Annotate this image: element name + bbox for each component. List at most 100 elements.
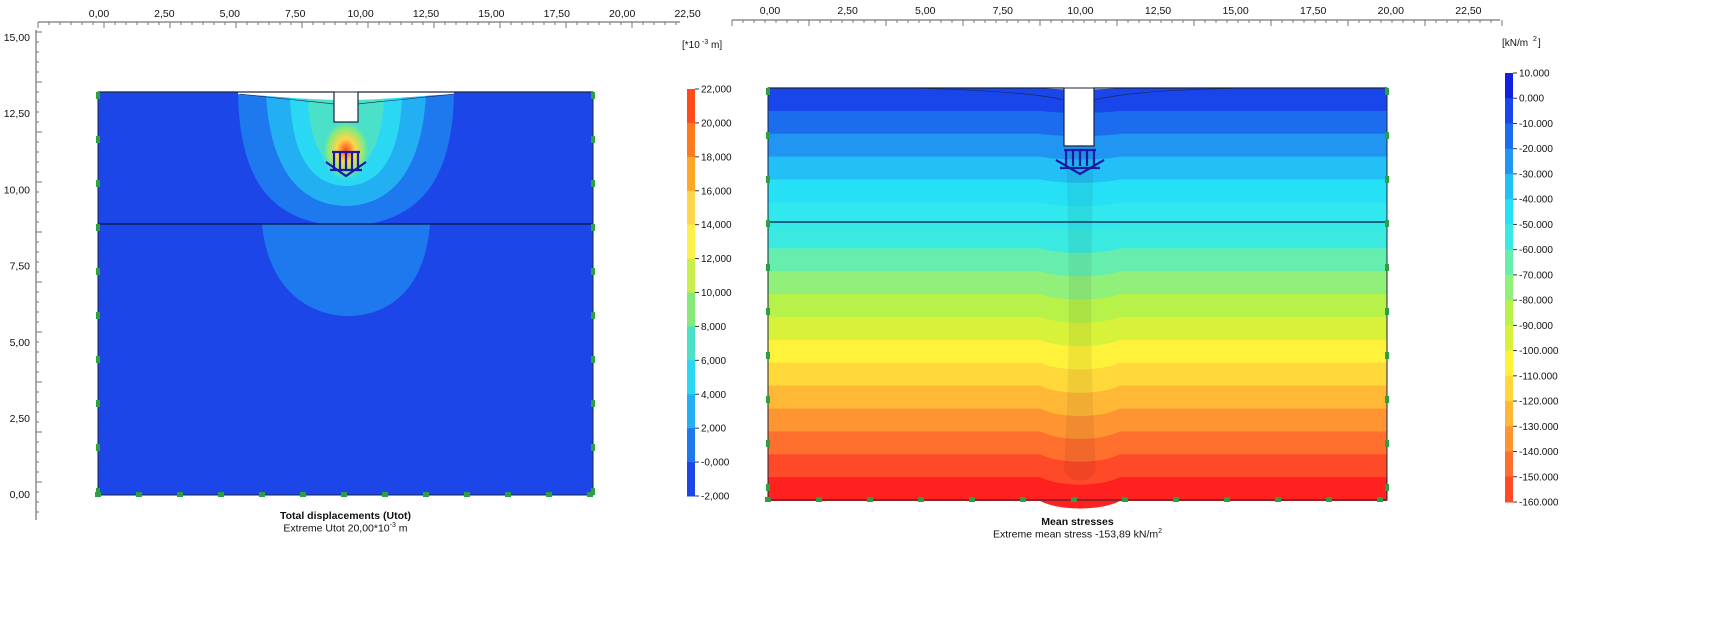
boundary-marker [816, 497, 822, 502]
legend-swatch [1505, 350, 1513, 377]
mean-stress-panel: 0,00 2,50 5,00 7,50 10,00 12,50 15,00 17,50 20,0… [731, 0, 1736, 634]
boundary-marker [591, 400, 595, 407]
y-tick-label: 12,50 [4, 108, 30, 120]
x-tick-label: 2,50 [154, 8, 175, 20]
boundary-marker [1173, 497, 1179, 502]
legend-swatch [1505, 300, 1513, 326]
stress-band [768, 179, 1387, 207]
boundary-marker [1020, 497, 1026, 502]
boundary-marker [300, 492, 306, 497]
svg-text:]: ] [1538, 38, 1541, 49]
legend-swatch [687, 326, 695, 361]
boundary-marker [218, 492, 224, 497]
displacements-panel: 0,00 2,50 5,00 7,50 10,00 12,50 15,00 17,50 20,0… [0, 0, 770, 634]
stress-band [768, 339, 1387, 371]
y-axis-left: 15,00 12,50 10,00 7,50 5,00 2,50 0,00 [4, 30, 42, 520]
boundary-marker [259, 492, 265, 497]
boundary-marker [95, 492, 101, 497]
y-tick-label: 0,00 [10, 489, 31, 501]
displacement-legend: 22,000 20,000 18,000 16,000 14,000 12,000 10,0… [687, 85, 732, 503]
stress-band [768, 294, 1387, 324]
legend-swatch [687, 462, 695, 497]
boundary-marker [591, 136, 595, 143]
displacement-unit-label: [*10 [682, 40, 700, 51]
legend-label: 18,000 [701, 152, 732, 163]
legend-label: 0.000 [1519, 94, 1544, 105]
boundary-marker [136, 492, 142, 497]
legend-swatch [1505, 426, 1513, 453]
boundary-marker [96, 312, 100, 319]
x-tick-label: 2,50 [837, 5, 858, 17]
stress-band [768, 248, 1387, 277]
legend-swatch [687, 89, 695, 124]
displacement-subtitle: Extreme Utot 20,00*10-3 m [283, 522, 408, 535]
boundary-marker [591, 488, 595, 495]
legend-label: -10.000 [1519, 119, 1553, 130]
x-tick-label: 22,50 [674, 8, 700, 20]
boundary-marker [505, 492, 511, 497]
svg-text:m]: m] [711, 40, 722, 51]
legend-label: -70.000 [1519, 270, 1553, 281]
legend-label: 14,000 [701, 220, 732, 231]
legend-swatch [1505, 98, 1513, 124]
boundary-marker [591, 444, 595, 451]
legend-swatch [1505, 451, 1513, 478]
legend-label: -150.000 [1519, 472, 1559, 483]
legend-label: 10.000 [1519, 69, 1550, 80]
boundary-marker [1385, 352, 1389, 359]
displacement-title: Total displacements (Utot) [279, 510, 412, 522]
boundary-marker [766, 176, 770, 183]
boundary-marker [918, 497, 924, 502]
legend-label: -80.000 [1519, 296, 1553, 307]
y-tick-label: 7,50 [10, 261, 31, 273]
y-tick-label: 5,00 [10, 337, 31, 349]
legend-label: -60.000 [1519, 245, 1553, 256]
boundary-marker [1224, 497, 1230, 502]
boundary-marker [766, 396, 770, 403]
y-tick-label: 2,50 [10, 413, 31, 425]
stress-subtitle: Extreme mean stress -153,89 kN/m2 [992, 528, 1163, 541]
legend-label: 2,000 [701, 424, 726, 435]
stress-unit-label: [kN/m [1502, 38, 1528, 49]
x-tick-label: 20,00 [609, 8, 635, 20]
boundary-marker [177, 492, 183, 497]
boundary-marker [96, 224, 100, 231]
stress-band [768, 316, 1387, 347]
x-tick-label: 17,50 [1300, 5, 1326, 17]
legend-label: -30.000 [1519, 169, 1553, 180]
mean-stress-plot: 0,00 2,50 5,00 7,50 10,00 12,50 15,00 17,50 20,0… [731, 5, 1559, 509]
boundary-marker [341, 492, 347, 497]
boundary-marker [96, 488, 100, 495]
legend-swatch [687, 190, 695, 226]
boundary-marker [867, 497, 873, 502]
legend-label: 4,000 [701, 390, 726, 401]
boundary-marker [1385, 308, 1389, 315]
boundary-marker [1385, 264, 1389, 271]
displacement-caption: Total displacements (Utot) Extreme Utot … [98, 510, 593, 535]
displacement-contour-field [95, 91, 595, 497]
boundary-marker [591, 224, 595, 231]
boundary-marker [766, 264, 770, 271]
boundary-marker [96, 356, 100, 363]
legend-swatch [687, 360, 695, 395]
x-tick-label: 22,50 [1455, 5, 1481, 17]
x-tick-label: 7,50 [285, 8, 306, 20]
stress-contour-field [765, 87, 1389, 509]
stress-band [768, 202, 1387, 231]
legend-label: -160.000 [1519, 498, 1559, 509]
legend-label: -140.000 [1519, 447, 1559, 458]
boundary-marker [766, 352, 770, 359]
legend-swatch [1505, 274, 1513, 301]
x-axis-top: 0,00 2,50 5,00 7,50 10,00 12,50 15,00 17,50 20,0… [731, 5, 1503, 26]
legend-swatch [687, 258, 695, 293]
legend-label: 22,000 [701, 85, 732, 96]
x-tick-label: 12,50 [413, 8, 439, 20]
legend-label: 16,000 [701, 186, 732, 197]
stress-caption: Mean stresses Extreme mean stress -153,8… [768, 516, 1387, 541]
legend-swatch [1505, 123, 1513, 150]
legend-label: -2,000 [701, 492, 730, 503]
legend-swatch [687, 394, 695, 429]
x-tick-label: 15,00 [1222, 5, 1248, 17]
legend-label: -110.000 [1519, 371, 1558, 382]
boundary-marker [1385, 484, 1389, 491]
